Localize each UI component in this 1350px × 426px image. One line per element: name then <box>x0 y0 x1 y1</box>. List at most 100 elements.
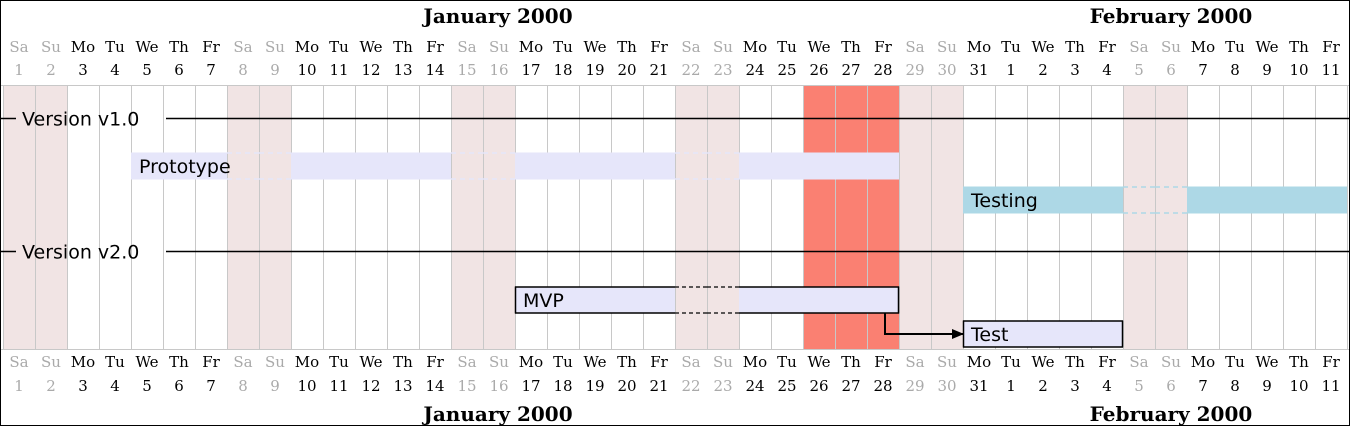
bottom-day-number: 27 <box>841 377 860 395</box>
bottom-day-number: 28 <box>873 377 892 395</box>
bottom-day-name: We <box>583 353 606 371</box>
bottom-day-number: 13 <box>393 377 412 395</box>
top-day-name: Mo <box>519 38 543 56</box>
task-label: MVP <box>523 290 564 312</box>
top-day-number: 18 <box>553 61 572 79</box>
top-day-number: 11 <box>1321 61 1340 79</box>
top-day-name: Tu <box>777 38 797 56</box>
top-day-name: Tu <box>553 38 573 56</box>
top-day-number: 20 <box>617 61 636 79</box>
bottom-day-name: Fr <box>874 353 892 371</box>
top-day-number: 4 <box>1102 61 1112 79</box>
bottom-day-number: 23 <box>713 377 732 395</box>
top-day-number: 8 <box>1230 61 1240 79</box>
top-day-number: 26 <box>809 61 828 79</box>
top-day-name: Tu <box>105 38 125 56</box>
bottom-day-name: Th <box>169 353 189 371</box>
top-day-number: 21 <box>649 61 668 79</box>
bottom-day-name: Th <box>1289 353 1309 371</box>
top-day-number: 1 <box>14 61 24 79</box>
timeline-header-bottom: January 2000 February 2000 Sa 1 Su 2 Mo 3 Tu 4 We 5… <box>9 353 1340 426</box>
top-day-name: Mo <box>743 38 767 56</box>
bottom-day-number: 21 <box>649 377 668 395</box>
bottom-day-name: We <box>1031 353 1054 371</box>
bottom-day-number: 3 <box>1070 377 1080 395</box>
bottom-day-number: 5 <box>1134 377 1144 395</box>
bottom-day-name: Su <box>937 353 957 371</box>
top-day-number: 7 <box>206 61 216 79</box>
top-day-name: Th <box>1289 38 1309 56</box>
top-day-name: Mo <box>295 38 319 56</box>
top-day-number: 17 <box>521 61 540 79</box>
top-day-number: 6 <box>1166 61 1176 79</box>
top-day-number: 3 <box>78 61 88 79</box>
chart-body: Version v1.0 Version v2.0 Prototype Testing… <box>0 109 1350 348</box>
top-day-number: 10 <box>1289 61 1308 79</box>
top-day-number: 16 <box>489 61 508 79</box>
top-day-number: 24 <box>745 61 764 79</box>
bottom-day-number: 24 <box>745 377 764 395</box>
bottom-day-name: Th <box>393 353 413 371</box>
top-day-number: 15 <box>457 61 476 79</box>
day-grid <box>0 85 1350 350</box>
bottom-day-number: 7 <box>1198 377 1208 395</box>
bottom-day-name: Tu <box>105 353 125 371</box>
bottom-day-name: Su <box>265 353 285 371</box>
bottom-day-name: Fr <box>650 353 668 371</box>
timeline-header-top: January 2000 February 2000 Sa 1 Su 2 Mo 3 Tu 4 We 5… <box>9 4 1340 79</box>
top-month-label: February 2000 <box>1090 4 1253 28</box>
top-day-name: Tu <box>1225 38 1245 56</box>
task-bar-segment <box>515 152 675 180</box>
top-day-name: Th <box>1065 38 1085 56</box>
top-day-name: Th <box>169 38 189 56</box>
bottom-day-name: Sa <box>1129 353 1148 371</box>
top-day-name: Fr <box>1098 38 1116 56</box>
bottom-day-name: We <box>807 353 830 371</box>
bottom-day-number: 11 <box>329 377 348 395</box>
bottom-month-label: February 2000 <box>1090 402 1253 426</box>
top-day-name: Th <box>841 38 861 56</box>
bottom-day-number: 5 <box>142 377 152 395</box>
bottom-day-name: Sa <box>681 353 700 371</box>
bottom-day-number: 9 <box>1262 377 1272 395</box>
top-day-number: 4 <box>110 61 120 79</box>
bottom-day-name: Th <box>1065 353 1085 371</box>
bottom-day-name: Mo <box>71 353 95 371</box>
top-day-name: Tu <box>1001 38 1021 56</box>
top-day-name: We <box>359 38 382 56</box>
bottom-day-name: Sa <box>457 353 476 371</box>
top-day-name: We <box>1031 38 1054 56</box>
top-day-name: We <box>135 38 158 56</box>
bottom-day-number: 2 <box>46 377 56 395</box>
top-day-number: 12 <box>361 61 380 79</box>
top-day-name: Fr <box>1322 38 1340 56</box>
bottom-day-number: 3 <box>78 377 88 395</box>
top-day-number: 3 <box>1070 61 1080 79</box>
bottom-day-name: Sa <box>905 353 924 371</box>
bottom-day-number: 10 <box>297 377 316 395</box>
task-label: Prototype <box>139 156 231 178</box>
milestone-label: Version v1.0 <box>22 109 139 131</box>
top-day-name: We <box>807 38 830 56</box>
bottom-day-name: Sa <box>9 353 28 371</box>
weekend-column <box>1155 85 1187 350</box>
top-day-number: 9 <box>270 61 280 79</box>
bottom-day-number: 7 <box>206 377 216 395</box>
top-day-name: Fr <box>874 38 892 56</box>
bottom-day-number: 1 <box>14 377 24 395</box>
bottom-day-number: 25 <box>777 377 796 395</box>
top-day-number: 29 <box>905 61 924 79</box>
bottom-day-name: We <box>1255 353 1278 371</box>
top-day-number: 5 <box>1134 61 1144 79</box>
weekend-column <box>3 85 35 350</box>
bottom-day-number: 26 <box>809 377 828 395</box>
top-day-number: 6 <box>174 61 184 79</box>
bottom-day-name: Tu <box>329 353 349 371</box>
task-bar-segment <box>963 320 1123 348</box>
top-day-number: 7 <box>1198 61 1208 79</box>
top-day-number: 5 <box>142 61 152 79</box>
bottom-day-name: Su <box>1161 353 1181 371</box>
top-day-name: Fr <box>650 38 668 56</box>
task-bar-segment <box>131 152 227 180</box>
top-day-name: Sa <box>9 38 28 56</box>
